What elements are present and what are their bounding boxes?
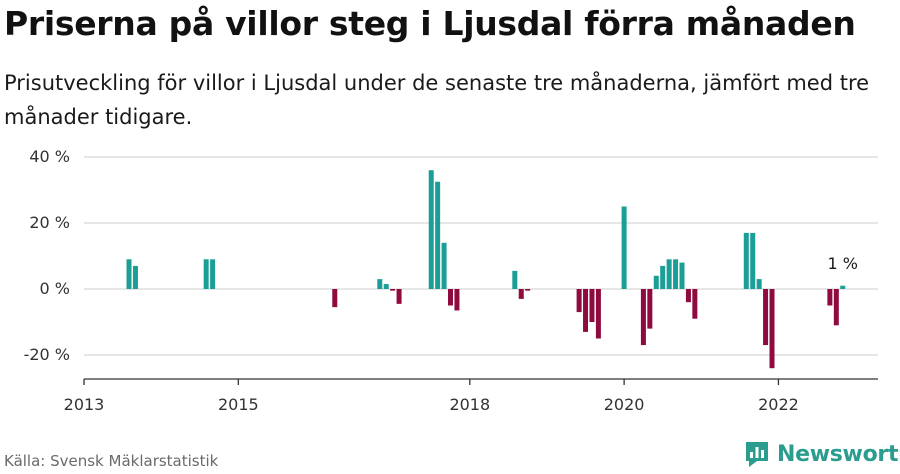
bar-chart: 40 % 20 % 0 % -20 % 2013 2015 2018 2020 2022 1 … <box>24 147 878 414</box>
bar <box>454 289 460 311</box>
bar <box>685 289 691 303</box>
y-tick-label: -20 % <box>24 345 70 364</box>
x-tick-label: 2015 <box>218 395 259 414</box>
newsworthy-logo-icon <box>746 442 768 467</box>
bar <box>743 232 749 289</box>
bar <box>203 259 209 289</box>
y-axis-tick-labels: 40 % 20 % 0 % -20 % <box>24 147 70 364</box>
bar <box>126 259 132 289</box>
bar <box>621 206 627 289</box>
bar-annotation: 1 % <box>828 254 858 273</box>
y-tick-label: 20 % <box>29 213 70 232</box>
bar <box>756 279 762 289</box>
y-tick-label: 0 % <box>40 279 70 298</box>
bar <box>525 289 531 291</box>
bar <box>576 289 582 313</box>
bar <box>750 232 756 289</box>
bar <box>679 262 685 289</box>
x-axis: 2013 2015 2018 2020 2022 <box>64 378 878 414</box>
bar <box>332 289 338 308</box>
bar <box>640 289 646 346</box>
bar <box>390 289 396 291</box>
bar <box>763 289 769 346</box>
bar <box>435 181 441 289</box>
x-tick-label: 2013 <box>64 395 105 414</box>
x-tick-label: 2018 <box>449 395 490 414</box>
bars <box>126 170 846 369</box>
annotations: 1 % <box>828 254 858 273</box>
bar <box>840 285 846 289</box>
bar <box>428 170 434 289</box>
bar <box>692 289 698 319</box>
brand-logo: Newsworthy <box>744 440 900 468</box>
bar <box>673 259 679 289</box>
bar <box>512 270 518 289</box>
bar <box>589 289 595 322</box>
bar <box>660 265 666 289</box>
bar <box>595 289 601 339</box>
bar <box>448 289 454 306</box>
bar <box>132 265 138 289</box>
x-tick-label: 2020 <box>604 395 645 414</box>
bar <box>583 289 589 332</box>
bar <box>396 289 402 304</box>
bar <box>647 289 653 329</box>
bar <box>210 259 216 289</box>
bar <box>383 284 389 289</box>
x-tick-label: 2022 <box>758 395 799 414</box>
bar <box>518 289 524 299</box>
bar <box>769 289 775 369</box>
bar <box>377 279 383 289</box>
chart-subtitle: Prisutveckling för villor i Ljusdal unde… <box>4 71 870 129</box>
bar <box>653 275 659 289</box>
bar <box>833 289 839 326</box>
bar <box>827 289 833 306</box>
brand-name: Newsworthy <box>777 441 900 467</box>
y-tick-label: 40 % <box>29 147 70 166</box>
chart-title: Priserna på villor steg i Ljusdal förra … <box>4 4 856 43</box>
gridlines <box>84 156 878 356</box>
bar <box>666 259 672 289</box>
bar <box>441 242 447 289</box>
source-note: Källa: Svensk Mäklarstatistik <box>4 452 219 470</box>
